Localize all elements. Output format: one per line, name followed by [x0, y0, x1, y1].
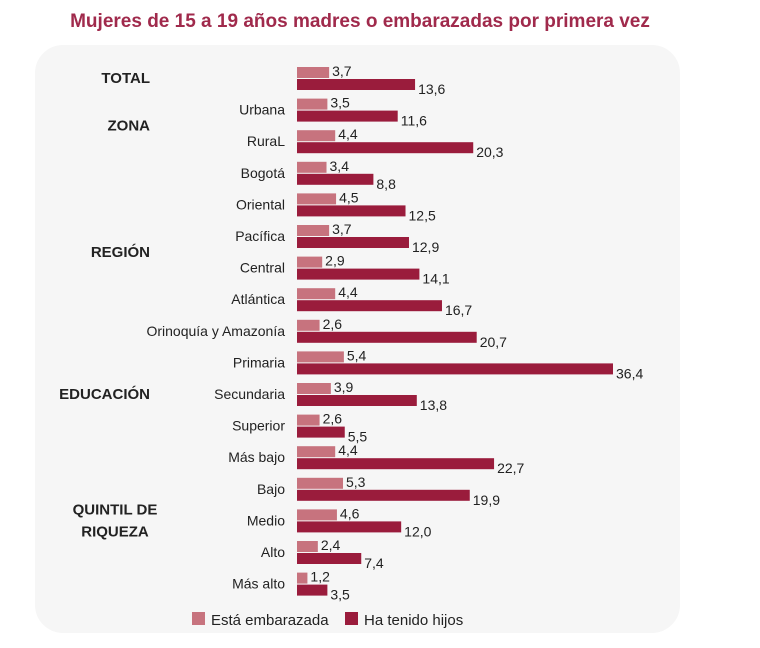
group-label: QUINTIL DE: [73, 501, 158, 518]
bars: 3,73,54,43,44,53,72,94,42,65,43,92,64,45…: [297, 63, 643, 603]
bar-esta-embarazada: [297, 130, 336, 142]
group-label: RIQUEZA: [81, 523, 149, 540]
category-label: Orinoquía y Amazonía: [146, 323, 285, 339]
data-label: 7,4: [364, 555, 384, 571]
data-label: 19,9: [473, 492, 500, 508]
data-label: 2,4: [321, 537, 341, 553]
bar-ha-tenido-hijos: [297, 489, 470, 501]
data-label: 11,6: [401, 113, 427, 129]
data-label: 12,9: [412, 239, 439, 255]
bar-esta-embarazada: [297, 477, 344, 489]
data-label: 13,8: [420, 397, 447, 413]
bar-esta-embarazada: [297, 161, 327, 173]
category-label: Central: [240, 260, 285, 276]
data-label: 3,5: [330, 95, 350, 111]
data-label: 13,6: [418, 81, 445, 97]
data-label: 3,7: [332, 221, 352, 237]
chart-title: Mujeres de 15 a 19 años madres o embaraz…: [70, 11, 650, 32]
data-label: 4,4: [338, 126, 358, 142]
data-label: 36,4: [616, 365, 643, 381]
bar-esta-embarazada: [297, 509, 337, 521]
legend: Está embarazada Ha tenido hijos: [192, 612, 463, 629]
category-label: Primaria: [233, 354, 285, 370]
category-label: Medio: [247, 512, 285, 528]
category-label: Bajo: [257, 481, 285, 497]
bar-esta-embarazada: [297, 288, 336, 300]
bar-esta-embarazada: [297, 383, 331, 394]
legend-label: Está embarazada: [211, 612, 329, 629]
bar-ha-tenido-hijos: [297, 458, 495, 470]
legend-label: Ha tenido hijos: [364, 612, 463, 629]
bar-ha-tenido-hijos: [297, 553, 362, 564]
category-label: Urbana: [239, 102, 285, 118]
bar-esta-embarazada: [297, 572, 308, 584]
data-label: 14,1: [422, 271, 449, 287]
data-label: 5,3: [346, 474, 366, 490]
category-label: Pacífica: [235, 228, 285, 244]
legend-swatch: [192, 612, 205, 625]
bar-esta-embarazada: [297, 256, 323, 268]
bar-ha-tenido-hijos: [297, 268, 420, 280]
category-label: Oriental: [236, 196, 285, 212]
data-label: 22,7: [497, 460, 524, 476]
bar-esta-embarazada: [297, 67, 330, 78]
data-label: 4,5: [339, 189, 359, 205]
bar-esta-embarazada: [297, 225, 330, 236]
bar-ha-tenido-hijos: [297, 79, 416, 90]
data-label: 16,7: [445, 302, 472, 318]
bar-ha-tenido-hijos: [297, 237, 409, 248]
bar-esta-embarazada: [297, 319, 320, 331]
category-label-panel: TOTAL ZONA REGIÓN EDUCACIÓN QUINTIL DE RIQUEZ…: [59, 60, 297, 600]
data-label: 12,0: [404, 523, 431, 539]
legend-swatch: [345, 612, 358, 625]
data-label: 3,5: [330, 587, 350, 603]
bar-ha-tenido-hijos: [297, 395, 417, 406]
bar-ha-tenido-hijos: [297, 331, 477, 343]
bar-esta-embarazada: [297, 98, 328, 110]
data-label: 8,8: [376, 176, 396, 192]
data-label: 4,4: [338, 442, 358, 458]
data-label: 3,4: [330, 158, 350, 174]
bar-ha-tenido-hijos: [297, 205, 406, 217]
data-label: 4,6: [340, 505, 360, 521]
category-label: RuraL: [247, 133, 285, 149]
bar-ha-tenido-hijos: [297, 173, 374, 185]
data-label: 3,9: [334, 379, 354, 395]
bar-ha-tenido-hijos: [297, 300, 442, 312]
bar-esta-embarazada: [297, 541, 318, 552]
data-label: 20,7: [480, 334, 507, 350]
bar-ha-tenido-hijos: [297, 426, 345, 438]
data-label: 4,4: [338, 284, 358, 300]
bar-ha-tenido-hijos: [297, 142, 474, 154]
category-label: Atlántica: [231, 291, 285, 307]
group-label: REGIÓN: [91, 243, 150, 261]
bar-esta-embarazada: [297, 193, 337, 205]
data-label: 3,7: [332, 63, 352, 79]
group-label: TOTAL: [101, 70, 150, 87]
data-label: 12,5: [409, 207, 436, 223]
data-label: 5,4: [347, 347, 367, 363]
data-label: 5,5: [348, 429, 368, 445]
data-label: 1,2: [310, 569, 330, 585]
data-label: 20,3: [476, 144, 503, 160]
group-label: EDUCACIÓN: [59, 385, 150, 403]
data-label: 2,6: [323, 411, 343, 427]
bar-ha-tenido-hijos: [297, 363, 613, 375]
bar-ha-tenido-hijos: [297, 584, 328, 596]
category-label: Más alto: [232, 576, 285, 592]
data-label: 2,6: [323, 316, 343, 332]
bar-esta-embarazada: [297, 446, 336, 458]
group-label: ZONA: [108, 117, 151, 134]
bar-ha-tenido-hijos: [297, 110, 398, 122]
bar-ha-tenido-hijos: [297, 521, 402, 533]
category-label: Más bajo: [228, 449, 285, 465]
bar-esta-embarazada: [297, 414, 320, 426]
data-label: 2,9: [325, 253, 345, 269]
category-label: Alto: [261, 544, 285, 560]
category-label: Bogotá: [241, 165, 286, 181]
bar-esta-embarazada: [297, 351, 344, 363]
category-label: Superior: [232, 418, 285, 434]
category-label: Secundaria: [214, 386, 285, 402]
